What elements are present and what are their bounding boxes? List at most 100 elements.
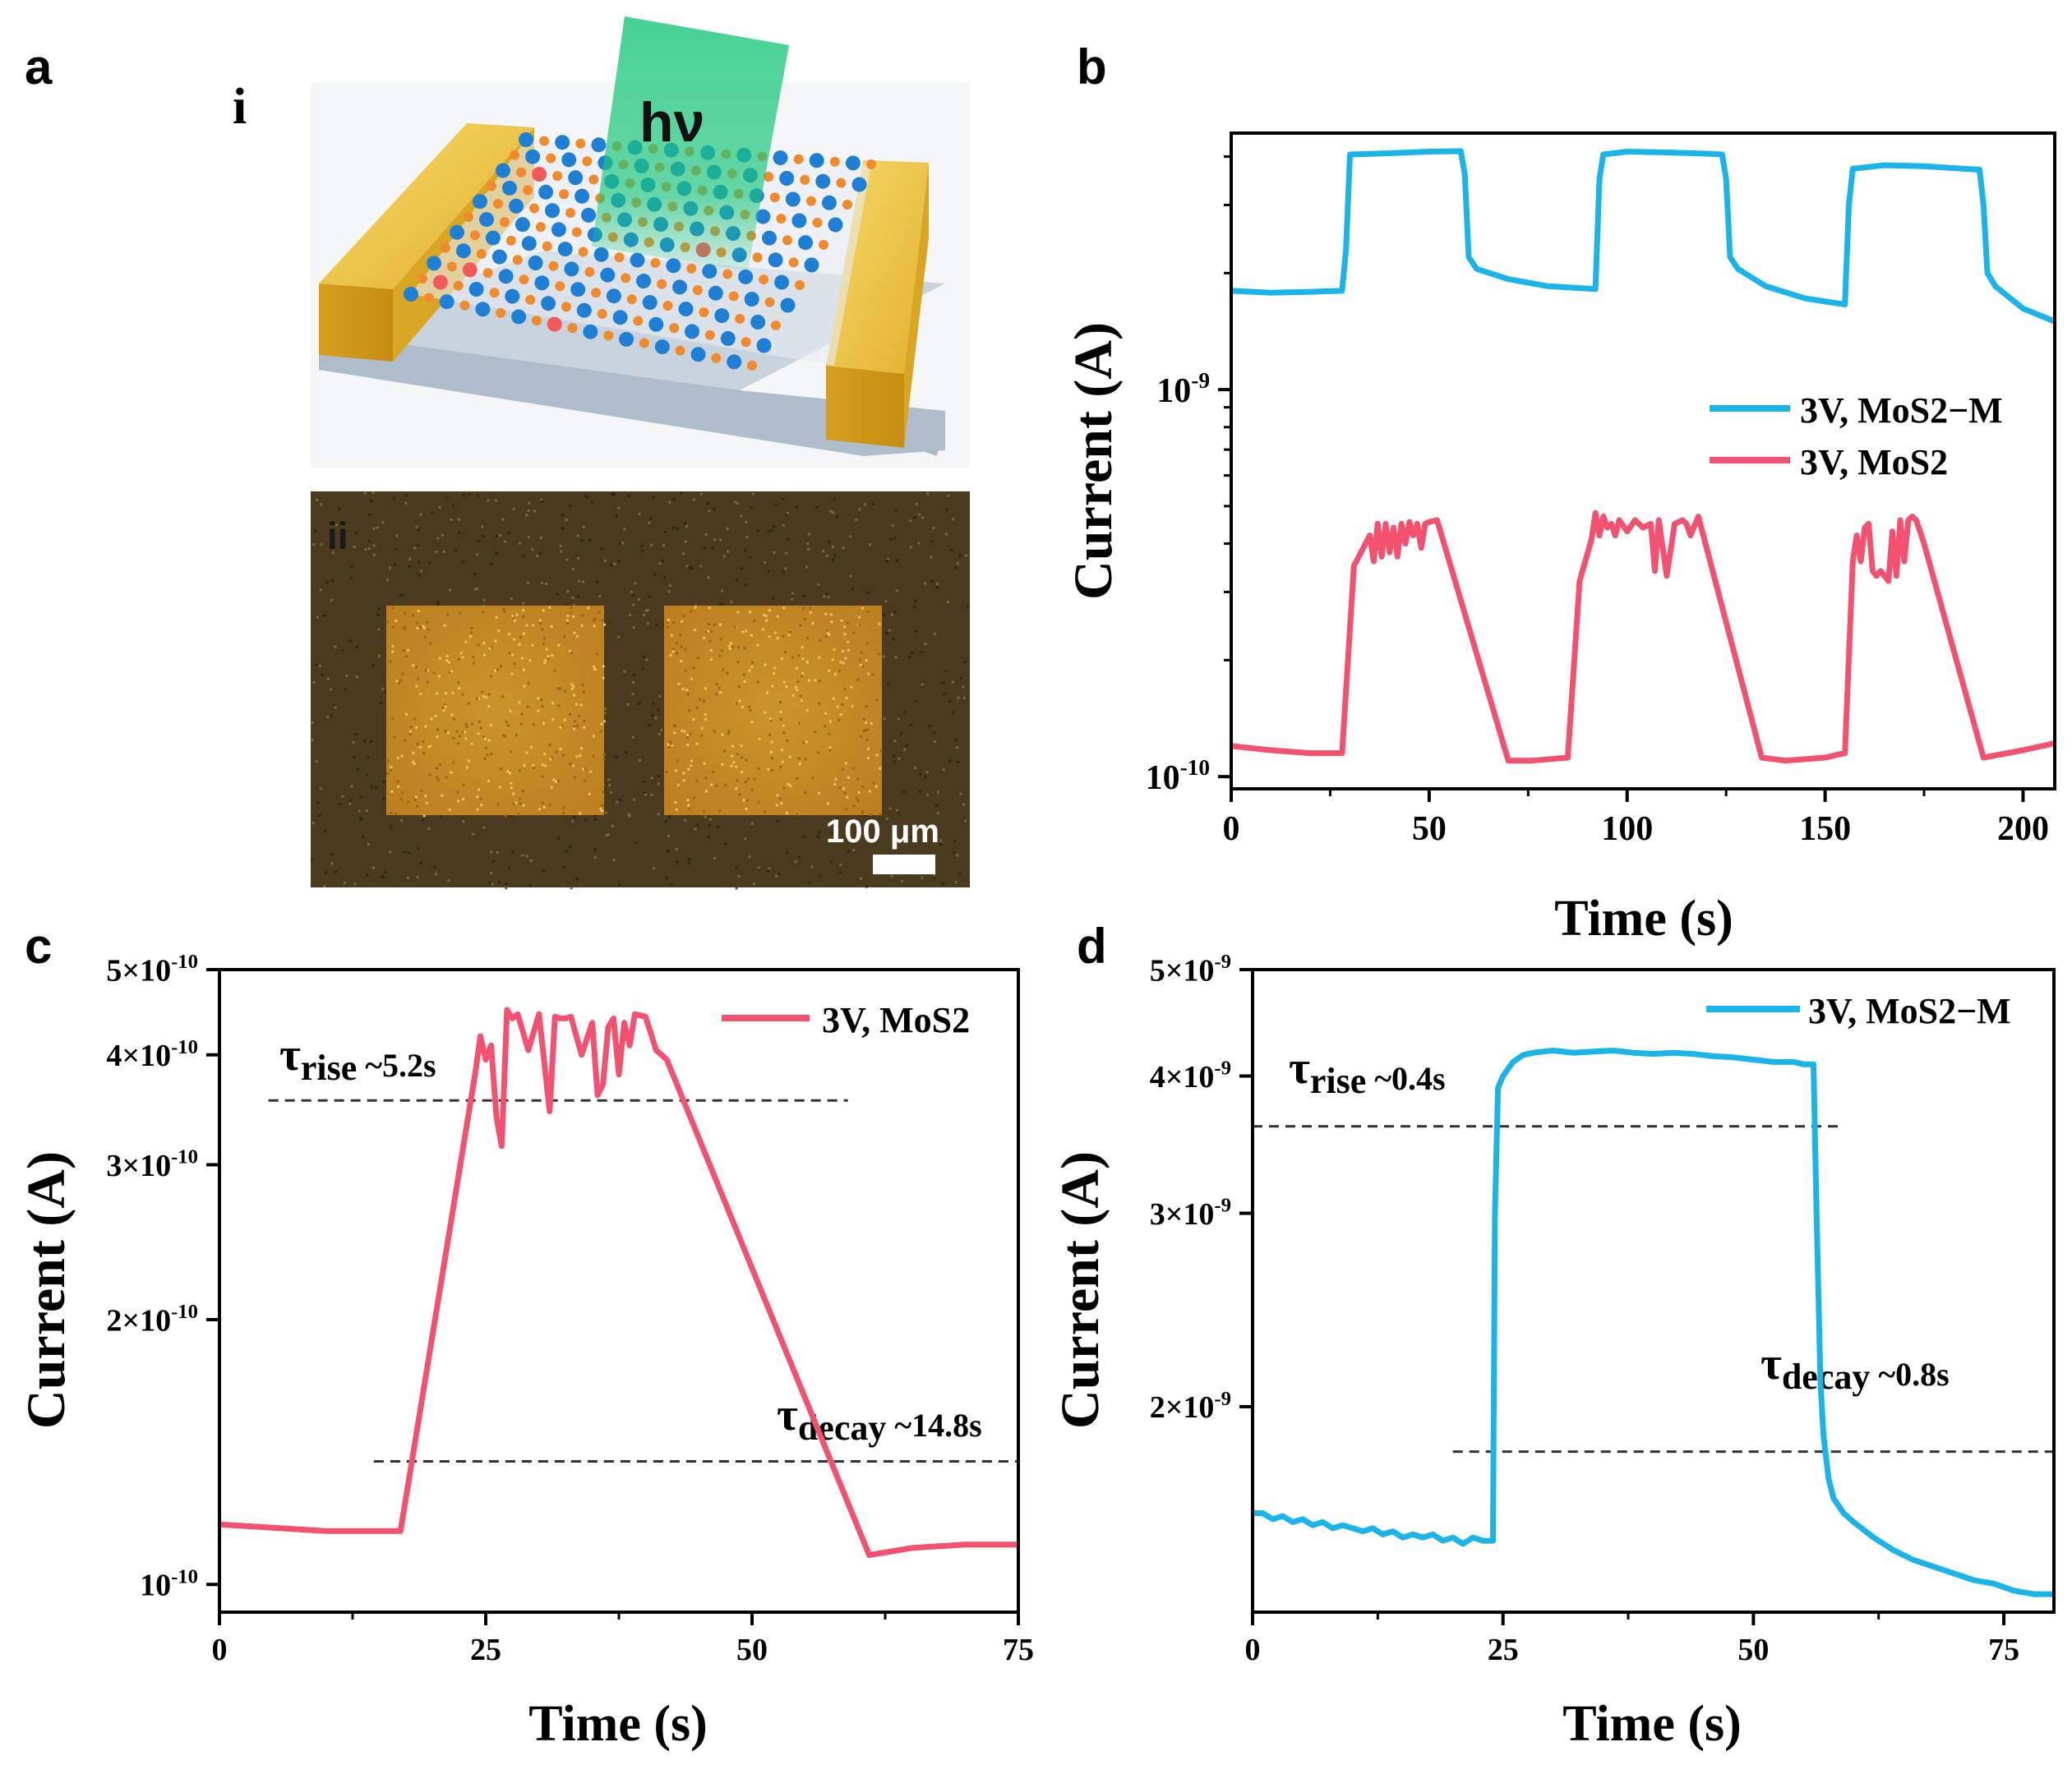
pad-grain <box>593 624 596 628</box>
ytick-exponent: -10 <box>171 1146 198 1168</box>
micrograph-grain <box>676 527 680 530</box>
lattice-atom <box>529 203 539 214</box>
lattice-atom <box>482 268 493 279</box>
micrograph-grain <box>323 614 326 617</box>
pad-grain <box>436 692 439 695</box>
micrograph-grain <box>491 882 494 886</box>
pad-grain <box>522 609 525 612</box>
pad-grain <box>713 624 716 626</box>
pad-grain <box>842 625 846 629</box>
pad-grain <box>737 646 740 649</box>
micrograph-grain <box>610 564 612 567</box>
pad-grain <box>874 785 878 788</box>
micrograph-grain <box>525 855 528 858</box>
micrograph-grain <box>368 539 371 542</box>
micrograph-grain <box>344 688 347 691</box>
pad-grain <box>459 735 462 738</box>
pad-grain <box>489 724 492 726</box>
micrograph-grain <box>644 609 648 612</box>
micrograph-grain <box>671 526 675 529</box>
micrograph-grain <box>871 503 874 505</box>
pad-grain <box>847 640 850 643</box>
lattice-atom <box>780 297 796 313</box>
pad-grain <box>844 657 847 660</box>
micrograph-grain <box>690 567 694 570</box>
pad-grain <box>769 750 773 753</box>
lattice-atom <box>829 156 840 167</box>
micrograph-grain <box>658 694 662 698</box>
micrograph-grain <box>653 573 657 576</box>
micrograph-grain <box>311 858 314 861</box>
pad-grain <box>480 726 482 730</box>
micrograph-grain <box>672 498 676 501</box>
micrograph-grain <box>910 652 913 655</box>
pad-grain <box>730 642 732 645</box>
micrograph-grain <box>918 513 921 516</box>
pad-grain <box>415 726 418 729</box>
lattice-atom <box>805 196 816 206</box>
chart-d-frame <box>1251 968 2056 1614</box>
micrograph-grain <box>566 590 570 593</box>
micrograph-grain <box>382 797 385 800</box>
lattice-atom <box>479 212 494 228</box>
pad-grain <box>687 804 690 807</box>
pad-grain <box>731 754 734 758</box>
pad-grain <box>834 777 838 781</box>
micrograph-grain <box>379 701 382 704</box>
pad-grain <box>436 735 439 739</box>
lattice-atom <box>581 207 596 223</box>
pad-grain <box>551 757 554 760</box>
micrograph-grain <box>665 877 668 880</box>
pad-grain <box>709 657 713 661</box>
pad-grain <box>548 804 551 807</box>
pad-grain <box>464 737 468 740</box>
pad-grain <box>708 606 711 610</box>
micrograph-grain <box>571 597 575 599</box>
micrograph-grain <box>757 866 760 869</box>
micrograph-grain <box>416 876 419 878</box>
pad-grain <box>448 808 451 811</box>
pad-grain <box>509 772 511 775</box>
micrograph-grain <box>330 599 333 601</box>
pad-grain <box>487 693 491 696</box>
pad-grain <box>805 708 809 712</box>
pad-grain <box>588 792 591 795</box>
lattice-atom <box>762 230 777 246</box>
chart-b-ytick-label: 10-9 <box>1156 368 1210 410</box>
pad-grain <box>795 685 798 689</box>
micrograph-grain <box>318 664 321 667</box>
pad-grain <box>399 679 403 682</box>
lattice-atom <box>476 249 487 259</box>
micrograph-grain <box>436 601 440 604</box>
pad-grain <box>581 767 584 771</box>
pad-grain <box>791 694 795 697</box>
tau-value: ~0.8s <box>1870 1356 1949 1393</box>
pad-grain <box>413 798 417 801</box>
micrograph-grain <box>657 708 660 712</box>
pad-grain <box>852 804 856 808</box>
pad-grain <box>599 808 602 811</box>
micrograph-grain <box>735 866 738 869</box>
pad-grain <box>765 691 768 694</box>
lattice-atom <box>496 163 510 178</box>
pad-grain <box>570 611 573 614</box>
pad-grain <box>386 772 390 776</box>
pad-grain <box>830 620 833 624</box>
pad-grain <box>500 665 502 668</box>
pad-grain <box>686 734 689 736</box>
micrograph-grain <box>902 790 906 793</box>
micrograph-grain <box>345 675 348 677</box>
pad-grain <box>746 800 750 802</box>
micrograph-grain <box>370 500 372 502</box>
micrograph-grain <box>419 513 422 516</box>
lattice-atom <box>771 320 781 330</box>
lattice-atom <box>464 212 473 222</box>
micrograph-grain <box>748 855 751 858</box>
micrograph-grain <box>584 495 587 498</box>
micrograph-grain <box>343 544 346 547</box>
lattice-atom <box>523 185 533 196</box>
micrograph-grain <box>638 513 641 516</box>
pad-grain <box>416 804 418 808</box>
pad-grain <box>826 802 829 805</box>
pad-grain <box>544 658 547 661</box>
